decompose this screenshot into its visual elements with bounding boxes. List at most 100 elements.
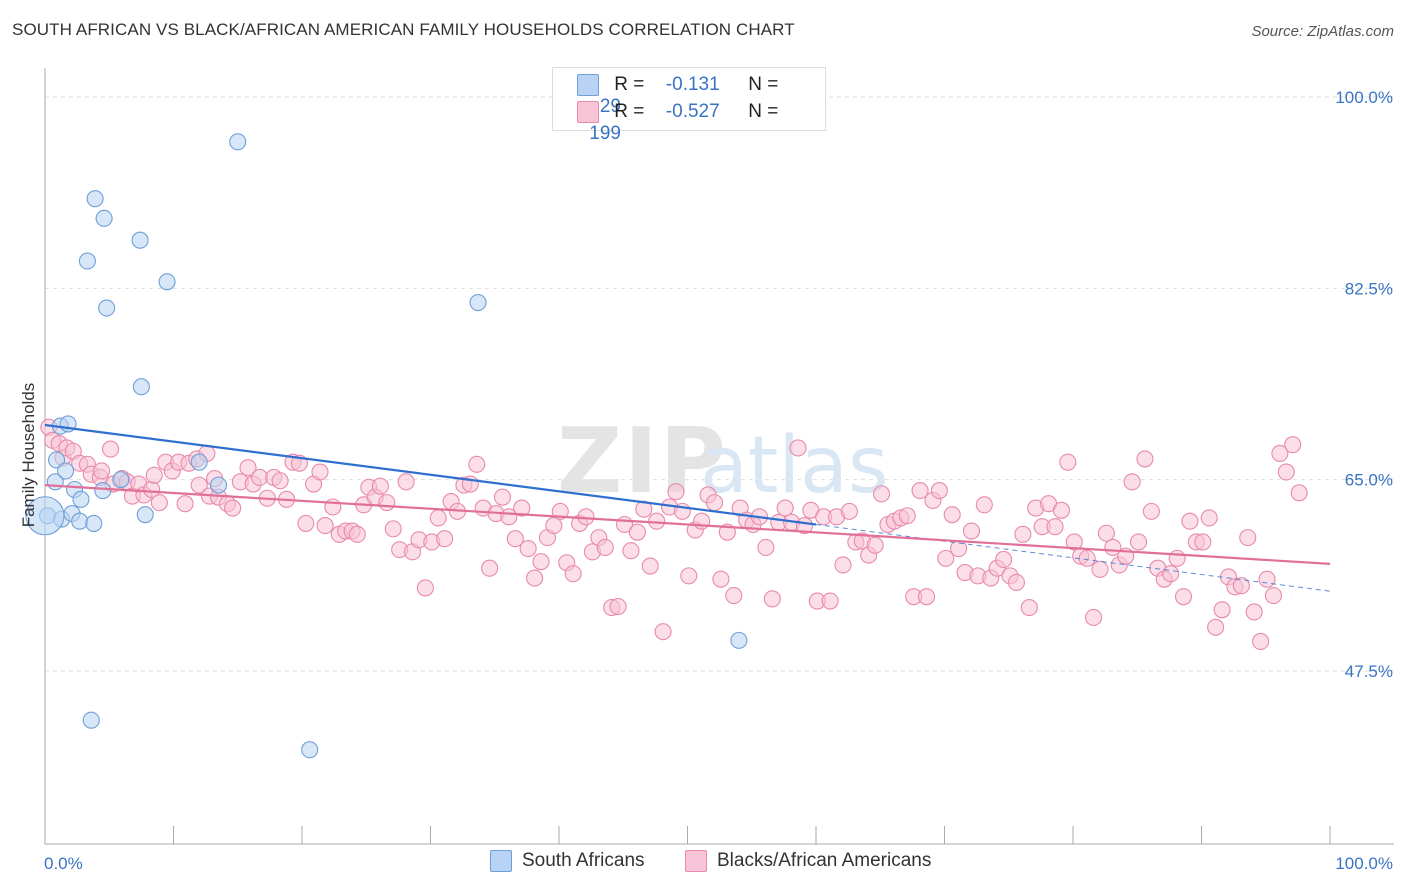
pink-point bbox=[725, 587, 743, 605]
series-south-africans bbox=[25, 133, 748, 759]
pink-point bbox=[705, 494, 724, 512]
bottom-legend-south-africans: South Africans bbox=[490, 850, 645, 872]
pink-swatch bbox=[577, 101, 599, 123]
legend-r-label: R = bbox=[614, 74, 645, 96]
legend-r-label: R = bbox=[614, 101, 645, 123]
pink-point bbox=[943, 506, 961, 524]
pink-point bbox=[384, 520, 402, 538]
pink-point bbox=[1085, 608, 1103, 626]
pink-point bbox=[975, 496, 993, 514]
blue-point bbox=[57, 462, 75, 480]
pink-point bbox=[150, 494, 168, 512]
pink-point bbox=[1014, 525, 1032, 543]
pink-point bbox=[1207, 618, 1225, 636]
pink-point bbox=[1091, 560, 1109, 578]
pink-point bbox=[1136, 450, 1154, 468]
pink-point bbox=[1200, 509, 1218, 527]
pink-point bbox=[1290, 484, 1308, 502]
pink-point bbox=[917, 588, 936, 606]
pink-point bbox=[898, 507, 916, 525]
trend-lines bbox=[44, 423, 1331, 592]
pink-point bbox=[840, 502, 858, 520]
legend-row-blacks-african-americans: R = -0.527 N = 199 bbox=[577, 101, 825, 144]
x-tick-label: 100.0% bbox=[1335, 854, 1393, 873]
pink-point bbox=[1284, 436, 1302, 454]
pink-point bbox=[596, 538, 614, 557]
blue-point bbox=[71, 512, 89, 530]
pink-point bbox=[145, 466, 163, 484]
pink-point bbox=[789, 439, 807, 457]
pink-point bbox=[757, 538, 775, 557]
blue-point bbox=[190, 453, 208, 471]
pink-point bbox=[872, 485, 891, 503]
pink-point bbox=[911, 482, 929, 500]
blue-point bbox=[78, 252, 96, 270]
pink-point bbox=[1097, 524, 1115, 542]
pink-point bbox=[1194, 533, 1212, 551]
pink-point bbox=[763, 590, 781, 608]
pink-point bbox=[1258, 570, 1276, 588]
y-tick-labels: 100.0% 82.5% 65.0% 47.5% bbox=[1335, 88, 1393, 681]
pink-point bbox=[834, 556, 852, 574]
pink-point bbox=[641, 557, 659, 575]
pink-point bbox=[481, 559, 499, 577]
page-title: SOUTH AFRICAN VS BLACK/AFRICAN AMERICAN … bbox=[12, 20, 795, 39]
pink-point bbox=[1174, 588, 1193, 606]
pink-point bbox=[176, 495, 194, 513]
blue-point bbox=[131, 231, 149, 249]
blue-point bbox=[469, 293, 487, 312]
blue-point bbox=[229, 133, 247, 151]
pink-point bbox=[930, 482, 948, 500]
pink-point bbox=[1046, 518, 1064, 536]
legend-label: South Africans bbox=[522, 850, 645, 872]
pink-point bbox=[1271, 444, 1289, 462]
pink-point bbox=[416, 579, 434, 597]
pink-point bbox=[532, 553, 550, 571]
pink-point bbox=[1181, 512, 1199, 530]
pink-point bbox=[311, 463, 329, 481]
pink-swatch bbox=[685, 850, 707, 872]
pink-point bbox=[545, 517, 563, 535]
blue-point bbox=[98, 299, 116, 317]
pink-point bbox=[468, 455, 486, 473]
blue-point bbox=[132, 378, 150, 396]
pink-point bbox=[190, 476, 208, 494]
legend-n-label: N = bbox=[748, 101, 779, 123]
pink-point bbox=[1007, 573, 1026, 591]
pink-point bbox=[1123, 473, 1141, 491]
pink-point bbox=[962, 522, 981, 540]
pink-point bbox=[866, 536, 884, 554]
pink-point bbox=[1277, 463, 1295, 481]
pink-point bbox=[1245, 603, 1263, 621]
pink-point bbox=[348, 525, 366, 543]
pink-point bbox=[1168, 549, 1186, 567]
stats-legend: R = -0.131 N = 29 R = -0.527 N = 199 bbox=[552, 67, 826, 144]
pink-point bbox=[271, 472, 289, 490]
pink-point bbox=[316, 517, 334, 535]
pink-point bbox=[1142, 502, 1160, 520]
pink-point bbox=[1264, 587, 1283, 605]
blue-point bbox=[730, 631, 748, 649]
pink-point bbox=[378, 494, 396, 512]
pink-point bbox=[101, 440, 120, 458]
legend-n-value: 29 bbox=[599, 96, 621, 118]
pink-point bbox=[429, 509, 447, 527]
legend-label: Blacks/African Americans bbox=[717, 850, 932, 872]
y-axis-label: Family Households bbox=[19, 383, 38, 528]
pink-point bbox=[1129, 533, 1148, 551]
trend-line-south-africans bbox=[44, 423, 817, 526]
pink-point bbox=[821, 592, 839, 610]
pink-point bbox=[297, 514, 315, 532]
blue-point bbox=[301, 741, 319, 759]
pink-point bbox=[680, 567, 698, 585]
blue-point bbox=[94, 482, 112, 500]
pink-point bbox=[1213, 601, 1231, 619]
bottom-legend-blacks-african-americans: Blacks/African Americans bbox=[685, 850, 931, 872]
pink-point bbox=[937, 549, 955, 567]
y-tick-label: 47.5% bbox=[1345, 662, 1393, 681]
blue-swatch bbox=[577, 74, 599, 96]
pink-point bbox=[224, 499, 242, 517]
blue-point bbox=[86, 190, 104, 208]
blue-point bbox=[95, 209, 113, 227]
